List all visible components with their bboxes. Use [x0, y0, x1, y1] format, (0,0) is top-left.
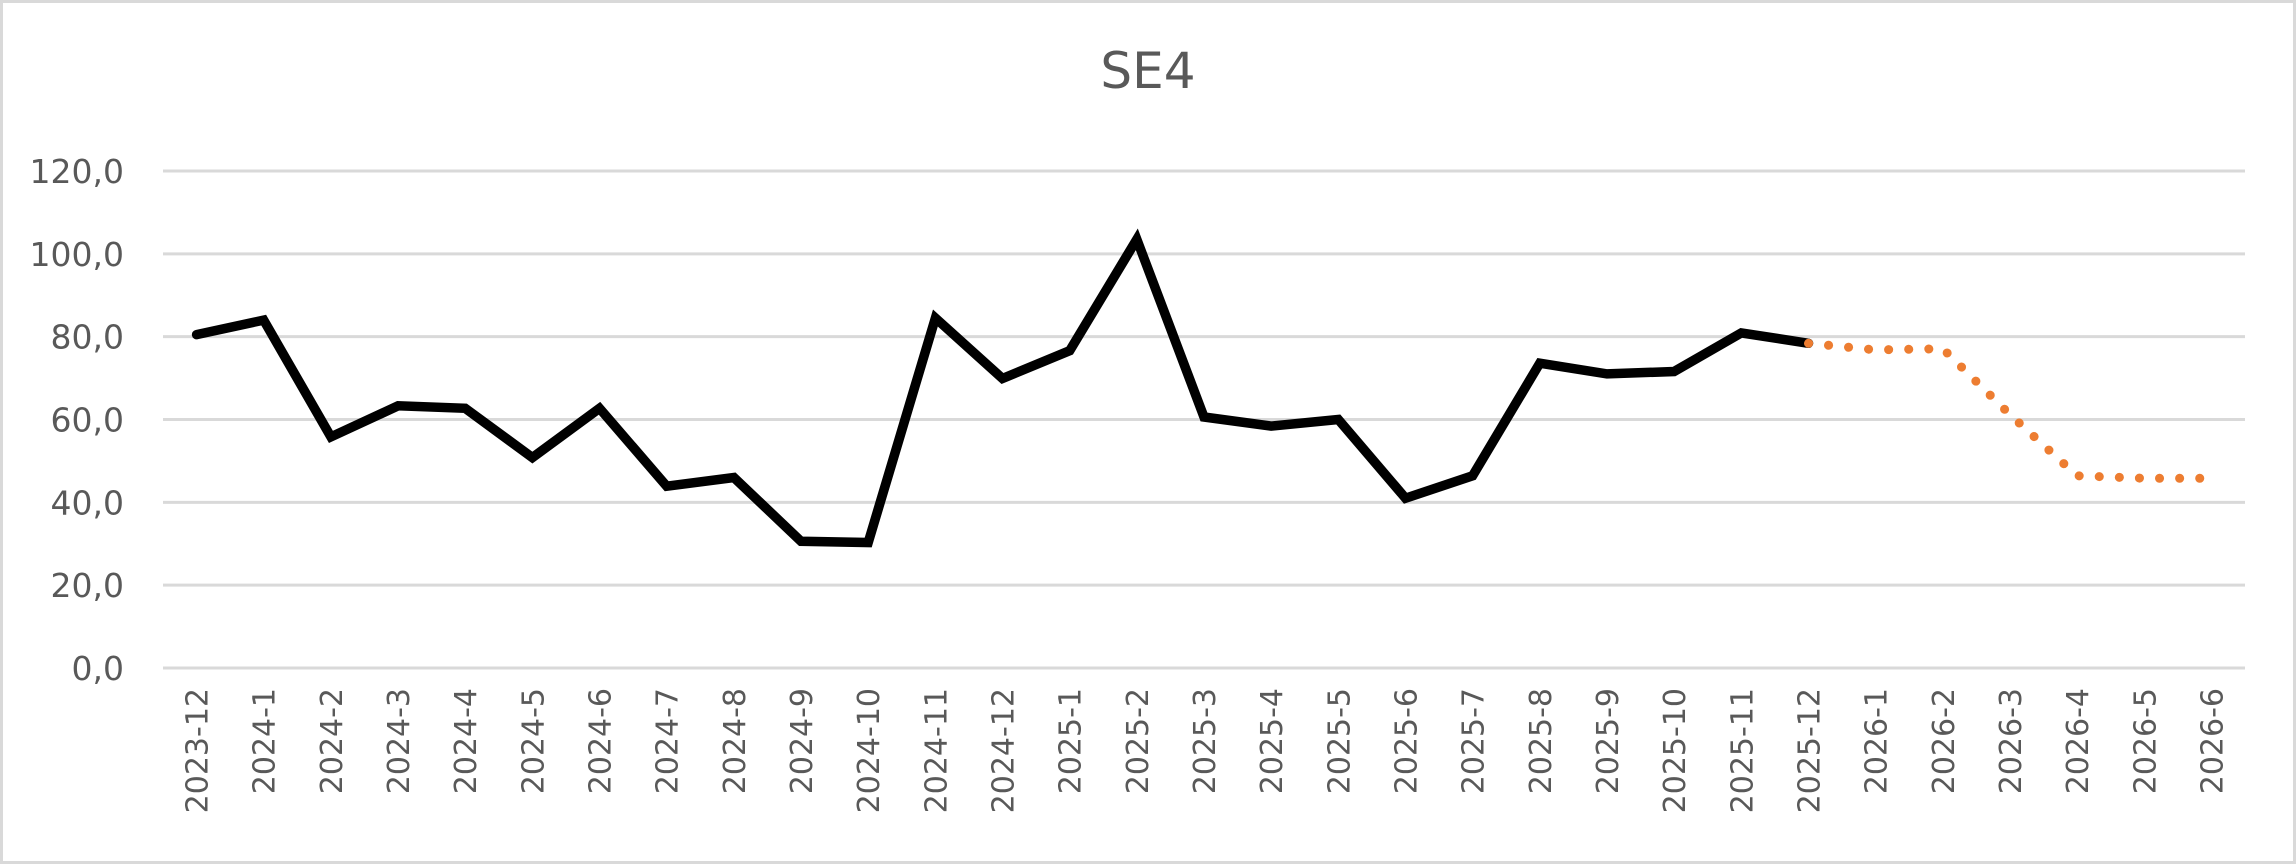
x-tick-label: 2025-8 [1524, 688, 1559, 794]
x-tick-label: 2024-3 [382, 688, 417, 794]
x-tick-label: 2024-2 [315, 688, 350, 794]
x-tick-label: 2025-4 [1255, 688, 1290, 794]
x-tick-label: 2025-5 [1322, 688, 1357, 794]
x-tick-label: 2025-9 [1591, 688, 1626, 794]
x-tick-label: 2025-7 [1457, 688, 1492, 794]
x-tick-label: 2025-3 [1188, 688, 1223, 794]
x-tick-label: 2025-10 [1658, 688, 1693, 813]
x-tick-label: 2025-12 [1792, 688, 1827, 813]
y-tick-label: 0,0 [72, 649, 124, 688]
chart-title: SE4 [1100, 42, 1196, 100]
y-tick-label: 120,0 [30, 152, 124, 191]
y-tick-label: 80,0 [51, 318, 124, 357]
x-tick-label: 2024-9 [785, 688, 820, 794]
x-tick-label: 2026-3 [1994, 688, 2029, 794]
x-tick-label: 2026-6 [2195, 688, 2230, 794]
x-tick-label: 2026-1 [1860, 688, 1895, 794]
x-tick-label: 2024-8 [718, 688, 753, 794]
x-tick-label: 2024-6 [584, 688, 619, 794]
x-axis-labels: 2023-12 2024-1 2024-2 2024-3 2024-4 2024-5 202… [181, 688, 2231, 813]
series-lines [191, 228, 2216, 548]
x-tick-label: 2025-6 [1389, 688, 1424, 794]
x-tick-label: 2026-4 [2061, 688, 2096, 794]
x-tick-label: 2025-11 [1725, 688, 1760, 813]
y-tick-label: 100,0 [30, 235, 124, 274]
x-tick-label: 2024-1 [248, 688, 283, 794]
x-tick-label: 2024-4 [449, 688, 484, 794]
y-axis-labels: 0,0 20,0 40,0 60,0 80,0 100,0 120,0 [30, 152, 124, 688]
y-tick-label: 60,0 [51, 401, 124, 440]
x-tick-label: 2024-12 [987, 688, 1022, 813]
gridlines [163, 169, 2245, 670]
x-tick-label: 2025-1 [1054, 688, 1089, 794]
x-tick-label: 2024-11 [919, 688, 954, 813]
y-tick-label: 40,0 [51, 483, 124, 522]
x-tick-label: 2025-2 [1121, 688, 1156, 794]
y-tick-label: 20,0 [51, 566, 124, 605]
forecast-series-line [1804, 338, 2216, 483]
actual-series-line [191, 228, 1814, 548]
x-tick-label: 2024-7 [651, 688, 686, 794]
x-tick-label: 2026-5 [2128, 688, 2163, 794]
x-tick-label: 2026-2 [1927, 688, 1962, 794]
x-tick-label: 2024-5 [516, 688, 551, 794]
x-tick-label: 2024-10 [852, 688, 887, 813]
x-tick-label: 2023-12 [181, 688, 216, 813]
